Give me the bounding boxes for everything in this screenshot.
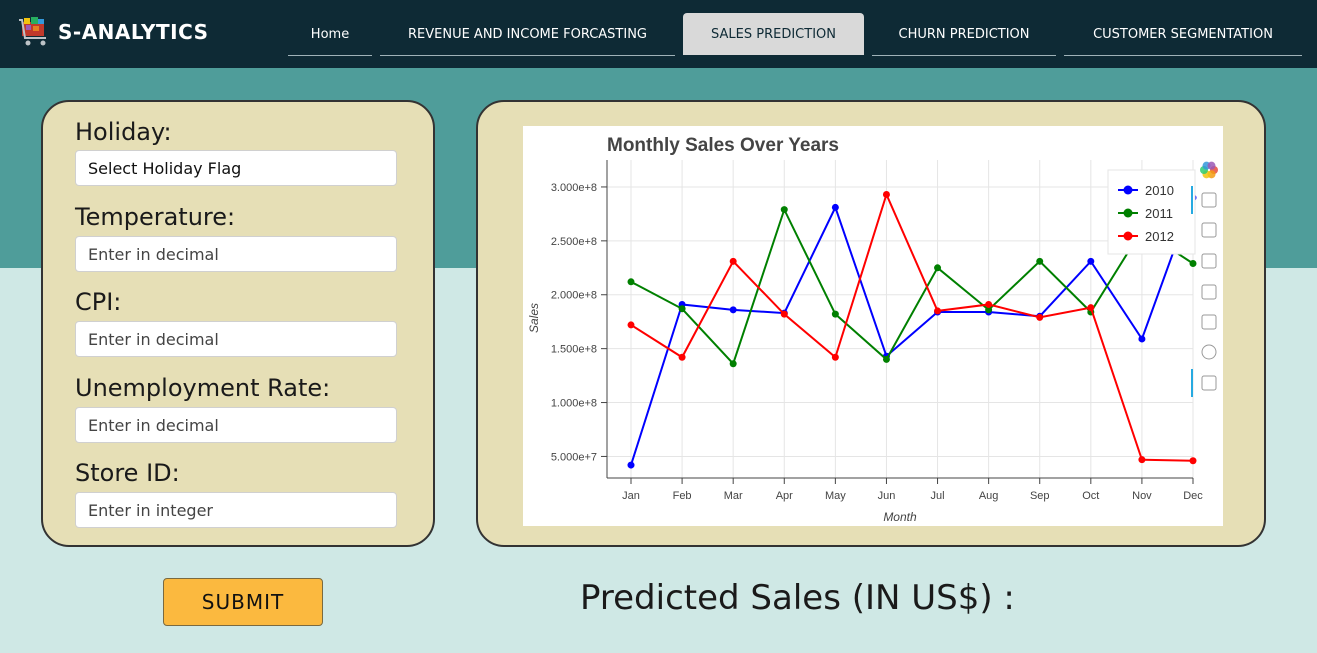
sales-line-chart[interactable]: 5.000e+7 1.000e+8 1.500e+8 2.000e+8 2.500e+8…: [523, 126, 1223, 526]
cpi-label: CPI:: [75, 288, 122, 316]
x-tick-label: Aug: [979, 490, 999, 502]
series-line-2011: [630, 206, 1194, 366]
y-tick-label: 1.500e+8: [551, 344, 597, 356]
brand-name: S-ANALYTICS: [58, 20, 209, 44]
x-tick-label: Feb: [673, 490, 692, 502]
x-tick-label: May: [825, 490, 846, 502]
data-point-2010[interactable]: [729, 306, 737, 314]
data-point-2012[interactable]: [882, 190, 890, 198]
data-point-2011[interactable]: [1036, 257, 1044, 265]
hover-icon[interactable]: [1191, 369, 1217, 397]
data-point-2012[interactable]: [1138, 456, 1146, 464]
data-point-2011[interactable]: [1189, 259, 1197, 267]
nav-revenue-forecasting[interactable]: REVENUE AND INCOME FORCASTING: [380, 13, 675, 56]
nav-customer-segmentation[interactable]: CUSTOMER SEGMENTATION: [1064, 13, 1302, 56]
nav-churn-prediction[interactable]: CHURN PREDICTION: [872, 13, 1056, 56]
x-tick-label: Jun: [878, 490, 896, 502]
x-tick-label: Apr: [776, 490, 793, 502]
data-point-2011[interactable]: [678, 305, 686, 313]
y-axis-label: Sales: [527, 303, 541, 333]
bokeh-logo-icon[interactable]: [1200, 161, 1218, 179]
data-point-2012[interactable]: [780, 310, 788, 318]
data-point-2011[interactable]: [627, 278, 635, 286]
data-point-2012[interactable]: [985, 300, 993, 308]
x-tick-label: Nov: [1132, 490, 1152, 502]
data-point-2012[interactable]: [1036, 313, 1044, 321]
nav-sales-prediction[interactable]: SALES PREDICTION: [683, 13, 864, 55]
temperature-label: Temperature:: [75, 203, 236, 231]
input-form-panel: Holiday: Select Holiday Flag Temperature…: [41, 100, 435, 547]
navbar: S-ANALYTICS Home REVENUE AND INCOME FORC…: [0, 0, 1317, 68]
predicted-sales-label: Predicted Sales (IN US$) :: [580, 578, 1015, 618]
data-point-2011[interactable]: [985, 306, 993, 314]
unemployment-label: Unemployment Rate:: [75, 374, 331, 402]
data-point-2010[interactable]: [627, 461, 635, 469]
data-point-2010[interactable]: [1138, 335, 1146, 343]
x-tick-label: Sep: [1030, 490, 1050, 502]
data-point-2012[interactable]: [678, 353, 686, 361]
help-icon[interactable]: [1201, 344, 1217, 360]
data-point-2010[interactable]: [1087, 257, 1095, 265]
legend-swatch-dot: [1123, 231, 1133, 241]
data-point-2012[interactable]: [831, 353, 839, 361]
temperature-input[interactable]: Enter in decimal: [75, 236, 397, 272]
unemployment-input[interactable]: Enter in decimal: [75, 407, 397, 443]
x-tick-label: Dec: [1183, 490, 1203, 502]
data-point-2011[interactable]: [780, 206, 788, 214]
data-point-2010[interactable]: [831, 203, 839, 211]
y-tick-label: 2.000e+8: [551, 290, 597, 302]
pan-icon[interactable]: [1191, 186, 1217, 214]
y-tick-label: 1.000e+8: [551, 398, 597, 410]
legend-item-2012[interactable]: 2012: [1145, 229, 1174, 244]
x-axis-label: Month: [883, 510, 917, 524]
save-icon[interactable]: [1201, 284, 1217, 300]
cpi-input[interactable]: Enter in decimal: [75, 321, 397, 357]
data-point-2012[interactable]: [1189, 457, 1197, 465]
x-tick-label: Oct: [1082, 490, 1099, 502]
store-id-label: Store ID:: [75, 459, 180, 487]
brand[interactable]: S-ANALYTICS: [18, 14, 209, 50]
data-point-2012[interactable]: [627, 321, 635, 329]
data-point-2011[interactable]: [882, 355, 890, 363]
series-line-2010: [630, 197, 1194, 466]
wheel-zoom-icon[interactable]: [1201, 253, 1217, 269]
store-id-input[interactable]: Enter in integer: [75, 492, 397, 528]
data-point-2012[interactable]: [729, 257, 737, 265]
data-point-2012[interactable]: [1087, 304, 1095, 312]
x-tick-label: Jul: [931, 490, 945, 502]
legend-swatch-dot: [1123, 208, 1133, 218]
series-line-2012: [630, 191, 1194, 462]
legend-swatch-dot: [1123, 185, 1133, 195]
legend-item-2010[interactable]: 2010: [1145, 183, 1174, 198]
cart-logo-icon: [19, 17, 46, 46]
holiday-label: Holiday:: [75, 118, 172, 146]
reset-icon[interactable]: [1201, 314, 1217, 330]
data-point-2012[interactable]: [934, 307, 942, 315]
x-tick-label: Mar: [724, 490, 743, 502]
y-tick-label: 5.000e+7: [551, 451, 597, 463]
y-tick-label: 3.000e+8: [551, 182, 597, 194]
data-point-2011[interactable]: [729, 360, 737, 368]
x-tick-label: Jan: [622, 490, 640, 502]
legend-item-2011[interactable]: 2011: [1145, 206, 1173, 221]
submit-button[interactable]: SUBMIT: [163, 578, 323, 626]
chart-area: 5.000e+7 1.000e+8 1.500e+8 2.000e+8 2.500e+8…: [523, 126, 1223, 526]
chart-title: Monthly Sales Over Years: [607, 135, 839, 156]
nav-home[interactable]: Home: [288, 13, 372, 56]
y-tick-label: 2.500e+8: [551, 236, 597, 248]
data-point-2011[interactable]: [831, 310, 839, 318]
box-zoom-icon[interactable]: [1201, 222, 1217, 238]
data-point-2011[interactable]: [934, 264, 942, 272]
holiday-select[interactable]: Select Holiday Flag: [75, 150, 397, 186]
